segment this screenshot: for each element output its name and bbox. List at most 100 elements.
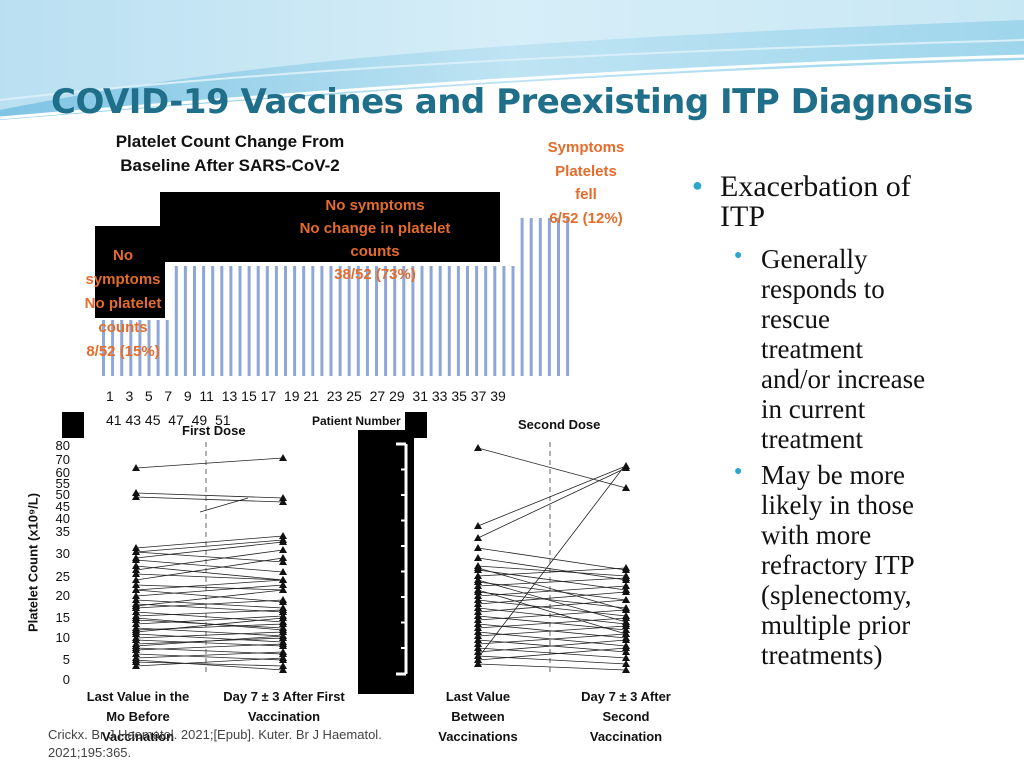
patient-bar [284, 266, 287, 376]
data-point-marker [622, 630, 630, 637]
data-point-marker [622, 644, 630, 651]
data-point-marker [132, 614, 140, 621]
patient-trajectory [135, 657, 284, 667]
data-point-marker [279, 666, 287, 673]
data-point-marker [474, 596, 482, 603]
no-change-line: 38/52 (73%) [334, 266, 416, 283]
data-point-marker [279, 546, 287, 553]
patient-trajectory [477, 655, 627, 665]
first-x-left-line: Last Value in the [86, 689, 190, 704]
symptoms-fell-line: fell [575, 186, 597, 203]
data-point-marker [474, 660, 482, 667]
first-dose-plot [132, 442, 287, 676]
y-tick-label: 60 [55, 465, 70, 480]
slide-title: COVID-19 Vaccines and Preexisting ITP Di… [51, 82, 973, 122]
data-point-marker [474, 444, 482, 451]
data-point-marker [622, 666, 630, 673]
data-point-marker [132, 586, 140, 593]
no-change-box [160, 192, 500, 262]
patient-bar [475, 266, 479, 376]
data-point-marker [622, 654, 630, 661]
patient-bar [375, 266, 378, 376]
data-point-marker [622, 622, 630, 629]
data-point-marker [622, 606, 630, 613]
symptoms-fell-line: 6/52 (12%) [549, 209, 623, 227]
second-x-left-line: Last Value [445, 689, 511, 704]
patient-bar [520, 218, 524, 376]
patient-trajectory [135, 492, 284, 499]
first-x-left-line: Vaccination [101, 729, 175, 744]
patient-trajectory [477, 585, 627, 597]
data-point-marker [132, 608, 140, 615]
data-point-marker [474, 652, 482, 659]
patient-bars [102, 218, 570, 376]
data-point-marker [474, 616, 482, 623]
data-point-marker [132, 576, 140, 583]
bullet-sub2-line: multiple prior [761, 610, 911, 640]
patient-bar [466, 266, 469, 376]
x-ticks-row1: 1 3 5 7 9 11 13 15 17 19 21 23 25 27 29 … [106, 388, 506, 404]
data-point-marker [279, 662, 287, 669]
patient-bar [393, 266, 397, 376]
patient-bar [111, 320, 115, 376]
patient-bar [302, 266, 306, 376]
y-tick-label: 80 [55, 438, 70, 453]
data-point-marker [474, 640, 482, 647]
patient-trajectory [135, 573, 284, 581]
data-point-marker [474, 644, 482, 651]
patient-trajectory [477, 599, 627, 613]
data-point-marker [132, 566, 140, 573]
patient-bar [147, 320, 151, 376]
data-point-marker [132, 493, 140, 500]
y-tick-label: 5 [62, 652, 70, 667]
data-point-marker [474, 572, 482, 579]
data-point-marker [474, 624, 482, 631]
data-point-marker [279, 640, 287, 647]
patient-trajectory [135, 541, 284, 559]
patient-trajectory [135, 539, 284, 553]
top-chart-heading-line2: Baseline After SARS-CoV-2 [120, 156, 340, 175]
data-point-marker [474, 636, 482, 643]
data-point-marker [132, 581, 140, 588]
data-point-marker [132, 656, 140, 663]
patient-trajectory [135, 617, 284, 631]
y-axis-label: Platelet Count (x10⁹/L) [25, 492, 41, 633]
patient-bar [102, 320, 105, 376]
bullet-sub2-line: treatments) [761, 640, 883, 670]
data-point-marker [279, 648, 287, 655]
first-dose-title: First Dose [182, 423, 246, 438]
patient-bar [438, 266, 442, 376]
patient-bar [566, 218, 570, 376]
patient-bar [238, 266, 242, 376]
data-point-marker [622, 636, 630, 643]
second-x-left-label: Last Value Between Vaccinations [428, 687, 528, 747]
patient-trajectory [135, 599, 284, 609]
data-point-marker [622, 618, 630, 625]
no-change-label: No symptoms No change in platelet counts… [270, 194, 480, 286]
second-x-left-line: Vaccinations [438, 729, 518, 744]
no-counts-line: counts [98, 319, 148, 336]
patient-trajectory [135, 496, 284, 503]
data-point-marker [279, 596, 287, 603]
patient-trajectory [477, 599, 627, 617]
top-chart-heading-line1: Platelet Count Change From [115, 132, 345, 151]
data-point-marker [622, 564, 630, 571]
patient-trajectory [135, 643, 284, 651]
patient-bar [265, 266, 269, 376]
patient-trajectory [135, 631, 284, 639]
data-point-marker [622, 484, 630, 491]
patient-bar [256, 266, 260, 376]
first-x-left-label: Last Value in the Mo Before Vaccination [70, 687, 206, 747]
data-point-marker [279, 606, 287, 613]
second-x-right-label: Day 7 ± 3 After Second Vaccination [566, 687, 686, 747]
bullet-list: ● Exacerbation of ITP ● Generally respon… [688, 172, 1018, 671]
patient-trajectory [477, 663, 627, 671]
data-point-marker [474, 648, 482, 655]
patient-bar [138, 320, 142, 376]
patient-bar [502, 266, 506, 376]
patient-trajectory [135, 559, 284, 573]
data-point-marker [474, 576, 482, 583]
data-point-marker [474, 564, 482, 571]
symptoms-fell-label: Symptoms Platelets fell 6/52 (12%) [530, 136, 642, 230]
patient-trajectory [477, 557, 627, 581]
